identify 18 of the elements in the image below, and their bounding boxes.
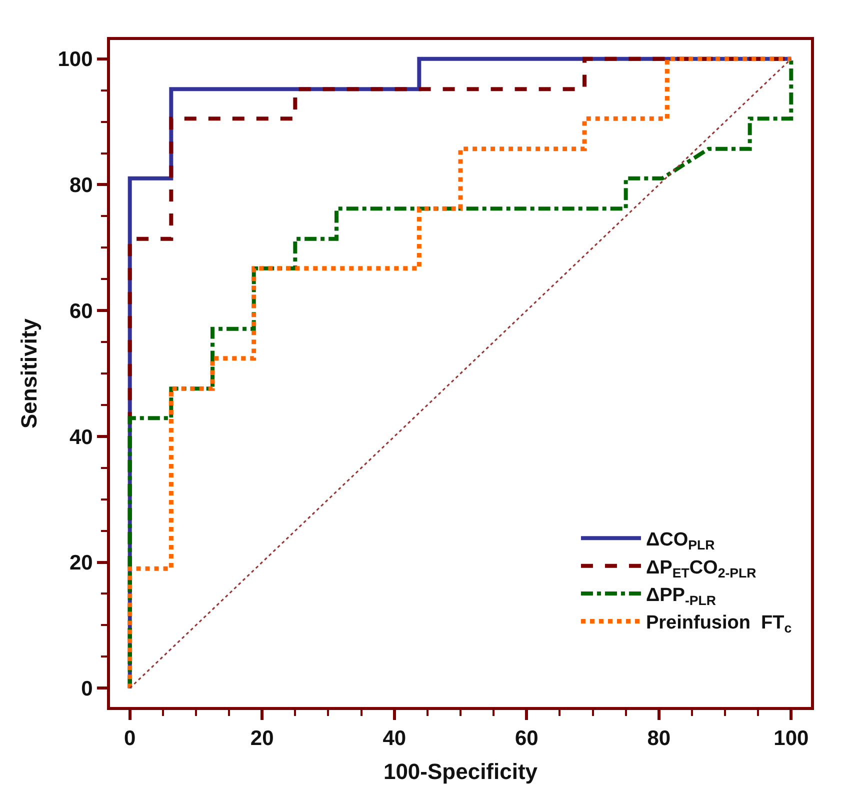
y-tick-label: 100 bbox=[58, 48, 93, 72]
legend-label: Preinfusion FT$_{c}$ bbox=[646, 612, 792, 636]
x-tick-label: 80 bbox=[647, 727, 671, 750]
x-tick-label: 100 bbox=[774, 727, 809, 750]
legend-label: ΔPP$_{-PLR}$ bbox=[646, 584, 716, 608]
y-tick-label: 20 bbox=[69, 552, 93, 575]
y-tick-label: 0 bbox=[81, 677, 93, 700]
legend-label: ΔCO$_{PLR}$ bbox=[646, 530, 716, 553]
x-tick-label: 60 bbox=[514, 727, 538, 750]
x-tick-label: 40 bbox=[382, 727, 406, 750]
y-tick-label: 60 bbox=[69, 300, 93, 323]
legend-label: ΔP$_{ET}$CO$_{2-PLR}$ bbox=[646, 557, 757, 580]
x-axis-title: 100-Specificity bbox=[383, 759, 538, 784]
y-tick-label: 40 bbox=[69, 426, 93, 449]
y-tick-label: 80 bbox=[69, 174, 93, 198]
x-tick-label: 0 bbox=[124, 727, 136, 750]
y-axis-title: Sensitivity bbox=[16, 318, 42, 429]
x-tick-label: 20 bbox=[250, 727, 274, 750]
